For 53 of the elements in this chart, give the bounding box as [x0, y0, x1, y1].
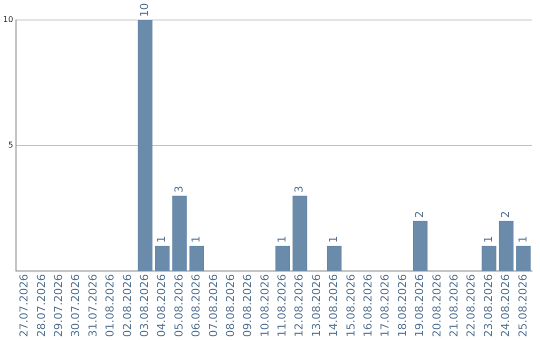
x-tick-label: 04.08.2026 [155, 274, 168, 338]
bar [516, 246, 531, 272]
x-tick-label: 16.08.2026 [362, 274, 375, 338]
x-tick-label: 14.08.2026 [327, 274, 340, 338]
data-label: 3 [172, 186, 186, 193]
x-tick-label: 05.08.2026 [172, 274, 186, 338]
x-tick-label: 11.08.2026 [276, 274, 289, 338]
data-label: 2 [413, 210, 426, 218]
bar [155, 246, 170, 272]
bar [482, 246, 496, 272]
x-tick-label: 31.07.2026 [86, 274, 100, 338]
data-label: 2 [499, 210, 512, 218]
x-tick-label: 25.08.2026 [516, 274, 530, 338]
x-tick-label: 10.08.2026 [258, 274, 272, 338]
bar [138, 20, 152, 272]
data-label: 10 [138, 3, 151, 17]
data-label: 1 [190, 236, 203, 243]
data-label: 3 [292, 186, 306, 193]
bar [275, 246, 290, 272]
x-tick-label: 01.08.2026 [104, 274, 117, 338]
x-tick-label: 15.08.2026 [344, 274, 358, 338]
data-label: 1 [155, 236, 168, 243]
data-label: 1 [327, 236, 340, 243]
x-tick-label: 19.08.2026 [413, 274, 426, 338]
x-tick-label: 03.08.2026 [138, 274, 151, 338]
x-tick-label: 12.08.2026 [292, 274, 306, 338]
bar [189, 246, 204, 272]
x-tick-label: 27.07.2026 [18, 274, 31, 338]
bar [172, 196, 187, 272]
x-tick-label: 07.08.2026 [206, 274, 220, 338]
data-label: 1 [482, 236, 495, 243]
x-tick-label: 13.08.2026 [310, 274, 323, 338]
x-tick-label: 21.08.2026 [447, 274, 460, 338]
x-tick-label: 30.07.2026 [69, 274, 82, 338]
bar [412, 220, 428, 272]
x-tick-label: 29.07.2026 [52, 274, 66, 338]
x-tick-label: 23.08.2026 [482, 274, 495, 338]
x-tick-label: 17.08.2026 [378, 274, 392, 338]
bar [326, 246, 342, 272]
x-tick-label: 22.08.2026 [464, 274, 478, 338]
x-tick-label: 06.08.2026 [190, 274, 203, 338]
bar [498, 220, 514, 272]
data-label: 1 [516, 236, 530, 243]
y-tick-label: 5 [8, 140, 14, 150]
bar [292, 196, 308, 272]
x-tick-label: 08.08.2026 [224, 274, 237, 338]
x-tick-label: 18.08.2026 [396, 274, 409, 338]
x-tick-label: 20.08.2026 [430, 274, 444, 338]
x-tick-label: 02.08.2026 [120, 274, 134, 338]
x-tick-label: 09.08.2026 [241, 274, 254, 338]
x-tick-label: 28.07.2026 [34, 274, 48, 338]
x-tick-label: 24.08.2026 [499, 274, 512, 338]
data-label: 1 [276, 236, 289, 243]
